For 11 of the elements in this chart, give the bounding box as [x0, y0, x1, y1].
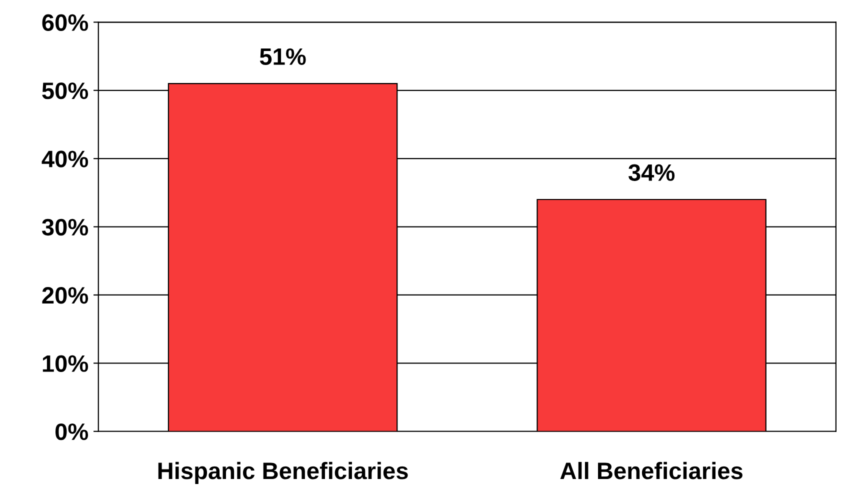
data-label: 34%	[628, 164, 675, 181]
y-tick-label: 40%	[42, 150, 88, 168]
y-tick-label: 50%	[42, 82, 88, 100]
data-label: 51%	[260, 48, 306, 66]
y-tick-label: 30%	[42, 218, 88, 236]
y-tick-label: 10%	[42, 355, 88, 372]
y-tick-label: 60%	[42, 14, 88, 31]
x-tick-label: Hispanic Beneficiaries	[158, 462, 408, 484]
y-tick-label: 0%	[55, 423, 88, 440]
x-tick-label: All Beneficiaries	[560, 462, 742, 480]
y-tick-label: 20%	[42, 287, 88, 304]
